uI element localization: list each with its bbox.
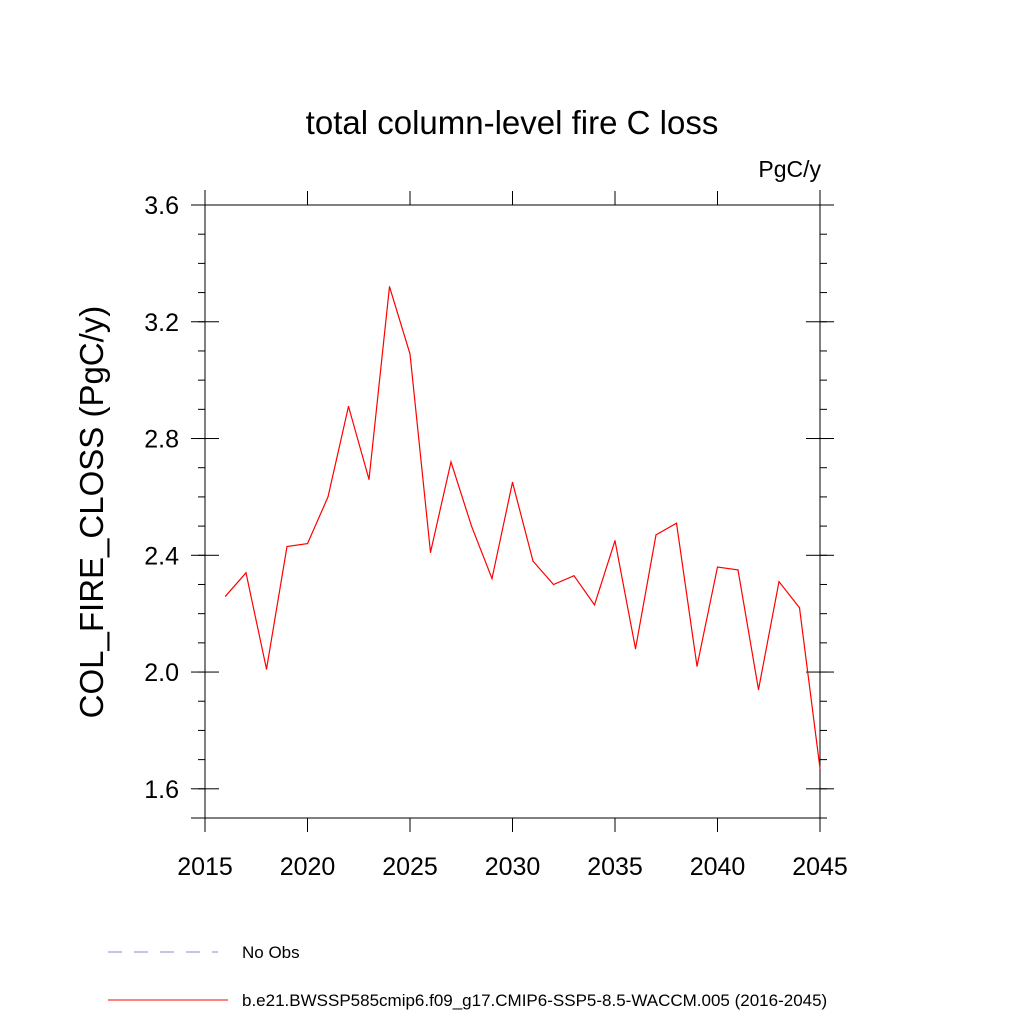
- data-point: [368, 478, 370, 480]
- data-point: [491, 578, 493, 580]
- data-point: [593, 604, 596, 606]
- y-tick-label: 2.4: [144, 542, 179, 570]
- data-point: [409, 353, 411, 355]
- x-tick-label: 2015: [177, 853, 233, 881]
- data-point: [819, 767, 821, 769]
- data-point: [716, 566, 719, 568]
- data-point: [429, 551, 432, 553]
- legend-label-model-run: b.e21.BWSSP585cmip6.f09_g17.CMIP6-SSP5-8…: [242, 991, 828, 1010]
- data-point: [286, 545, 288, 548]
- data-point: [614, 540, 616, 542]
- y-tick-label: 3.6: [144, 192, 179, 220]
- data-point: [511, 481, 514, 483]
- data-point: [675, 522, 678, 524]
- data-point: [798, 607, 801, 609]
- units-label: PgC/y: [758, 156, 821, 182]
- y-tick-label: 1.6: [144, 776, 179, 804]
- data-point: [778, 580, 780, 583]
- x-tick-label: 2030: [485, 853, 541, 881]
- data-point: [306, 543, 309, 545]
- y-tick-label: 2.8: [144, 426, 179, 454]
- data-point: [224, 595, 227, 597]
- data-point: [388, 286, 391, 288]
- x-tick-label: 2025: [382, 853, 438, 881]
- data-point: [757, 688, 760, 691]
- data-point: [470, 525, 473, 527]
- x-tick-label: 2045: [792, 853, 848, 881]
- data-point: [634, 648, 637, 650]
- data-point: [696, 665, 698, 667]
- data-point: [450, 461, 452, 463]
- data-point: [347, 405, 350, 408]
- data-point: [737, 569, 739, 571]
- data-point: [573, 575, 575, 577]
- x-tick-label: 2035: [587, 853, 643, 881]
- data-point: [552, 583, 555, 586]
- x-tick-label: 2020: [280, 853, 336, 881]
- data-point: [245, 572, 247, 574]
- data-point: [655, 534, 657, 536]
- series-line: [225, 286, 821, 769]
- legend-label-no-obs: No Obs: [242, 943, 300, 962]
- data-point: [327, 496, 329, 498]
- data-point: [265, 668, 268, 670]
- data-point: [532, 560, 534, 562]
- y-tick-label: 3.2: [144, 309, 179, 337]
- x-tick-label: 2040: [690, 853, 746, 881]
- chart-title: total column-level fire C loss: [305, 104, 719, 141]
- y-tick-label: 2.0: [144, 659, 179, 687]
